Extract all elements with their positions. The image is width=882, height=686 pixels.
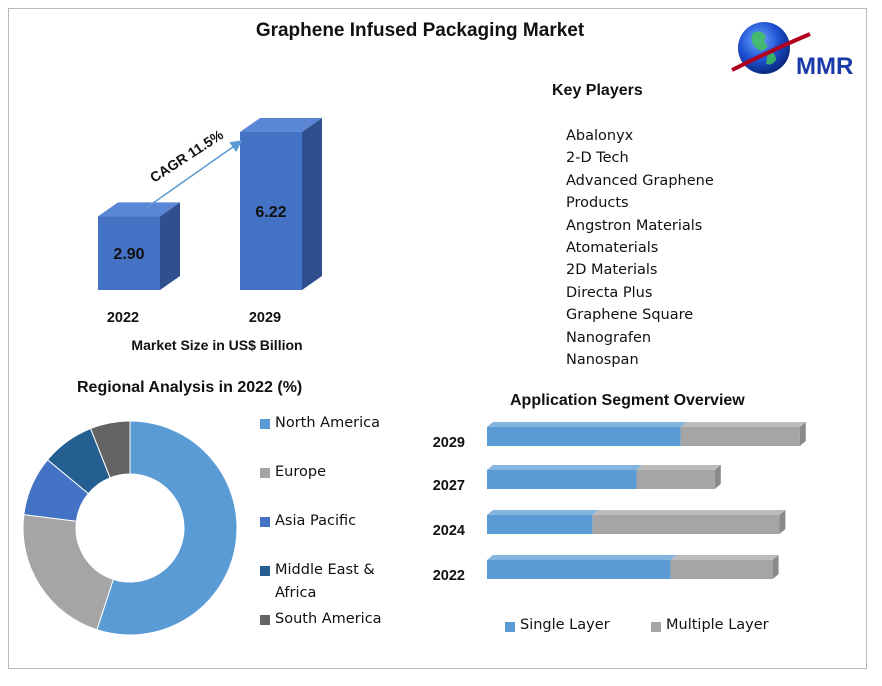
mmr-logo: MMR — [728, 12, 868, 82]
region-legend-item: South America — [260, 608, 382, 631]
regional-heading: Regional Analysis in 2022 (%) — [77, 379, 303, 396]
segment-year-label: 2029 — [433, 435, 465, 451]
application-legend: Single Layer Multiple Layer — [505, 617, 805, 639]
market-year-label: 2022 — [107, 310, 139, 326]
key-players-heading: Key Players — [552, 82, 643, 99]
key-player-item: Products — [566, 195, 629, 212]
donut-slice — [96, 420, 238, 636]
segment-bar — [487, 560, 671, 579]
segment-legend-label: Multiple Layer — [666, 617, 769, 633]
key-player-item: Nanospan — [566, 352, 639, 369]
region-legend-item: Middle East & Africa — [260, 559, 375, 605]
key-player-item: Directa Plus — [566, 284, 653, 301]
market-bar-top — [240, 118, 322, 132]
segment-bar-side — [714, 465, 721, 489]
market-bar — [98, 216, 160, 290]
market-bar-value: 6.22 — [255, 204, 286, 221]
segment-legend-label: Single Layer — [520, 617, 610, 633]
segment-bar-top — [670, 555, 779, 560]
key-player-item: Angstron Materials — [566, 217, 703, 234]
segment-bar-top — [487, 510, 599, 515]
segment-bar-top — [487, 555, 677, 560]
region-legend-label: Asia Pacific — [275, 513, 357, 529]
market-bar-value: 2.90 — [113, 246, 144, 263]
donut-slice — [89, 420, 131, 479]
segment-bar-top — [487, 422, 687, 427]
segment-year-label: 2024 — [433, 523, 465, 539]
region-legend-label: South America — [275, 611, 382, 627]
key-player-item: Graphene Square — [566, 307, 694, 324]
legend-swatch — [260, 615, 270, 625]
infographic-frame — [8, 8, 867, 669]
donut-slice — [22, 514, 114, 631]
page-title: Graphene Infused Packaging Market — [255, 20, 585, 41]
legend-swatch — [505, 622, 515, 632]
logo-text: MMR — [796, 53, 853, 80]
market-bar-top — [98, 202, 180, 217]
market-bar-side — [302, 118, 322, 290]
key-players-list: Abalonyx 2-D Tech Advanced Graphene Product… — [566, 125, 714, 371]
region-legend-item: Asia Pacific — [260, 510, 356, 533]
cagr-label: CAGR 11.5% — [147, 126, 227, 185]
segment-bar-top — [487, 465, 643, 470]
segment-legend-item: Single Layer — [505, 617, 610, 633]
key-player-item: Atomaterials — [566, 240, 659, 257]
market-size-chart: 2.90 2022 6.22 2029 CAGR 11.5% Market Size … — [98, 118, 322, 353]
key-player-item: Abalonyx — [566, 128, 634, 144]
application-heading: Application Segment Overview — [510, 392, 745, 409]
segment-bar — [680, 427, 800, 446]
key-player-item: 2-D Tech — [566, 150, 629, 167]
region-legend-label: North America — [275, 415, 380, 431]
region-legend-item: Europe — [260, 461, 326, 484]
regional-donut-chart — [22, 420, 238, 636]
legend-swatch — [260, 517, 270, 527]
region-legend-label: Middle East & Africa — [275, 562, 375, 601]
cagr-arrow — [145, 140, 243, 209]
region-legend-item: North America — [260, 412, 380, 435]
segment-year-label: 2022 — [433, 568, 465, 584]
segment-bar-top — [636, 465, 721, 470]
segment-year-label: 2027 — [433, 478, 465, 494]
application-segment-chart: 2029 2027 2024 2022 — [433, 422, 806, 584]
legend-swatch — [260, 566, 270, 576]
segment-bar — [487, 427, 681, 446]
segment-bar-top — [592, 510, 786, 515]
market-year-label: 2029 — [249, 310, 281, 326]
segment-bar-side — [772, 555, 779, 579]
segment-bar-side — [799, 422, 806, 446]
market-size-xlabel: Market Size in US$ Billion — [131, 337, 302, 353]
key-player-item: 2D Materials — [566, 262, 658, 279]
segment-bar-side — [779, 510, 786, 534]
segment-legend-item: Multiple Layer — [651, 617, 769, 633]
segment-bar — [487, 470, 637, 489]
regional-legend: North America Europe Asia Pacific Middle Ea… — [260, 412, 400, 632]
segment-bar — [487, 515, 593, 534]
segment-bar — [670, 560, 773, 579]
key-player-item: Nanografen — [566, 329, 652, 346]
market-bar-side — [160, 202, 180, 290]
legend-swatch — [260, 468, 270, 478]
region-legend-label: Europe — [275, 464, 326, 480]
segment-bar-top — [680, 422, 806, 427]
legend-swatch — [260, 419, 270, 429]
market-bar — [240, 132, 302, 290]
key-player-item: Advanced Graphene — [566, 172, 714, 189]
legend-swatch — [651, 622, 661, 632]
segment-bar — [592, 515, 780, 534]
segment-bar — [636, 470, 715, 489]
